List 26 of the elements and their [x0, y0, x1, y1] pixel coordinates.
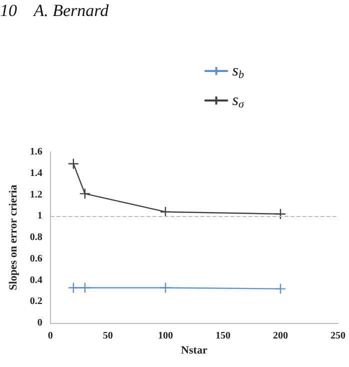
point: [79, 188, 91, 200]
y-tick-label: 1.2: [30, 189, 42, 200]
y-tick-label: 0.2: [30, 296, 42, 308]
point: [160, 206, 172, 218]
point: [68, 282, 80, 294]
x-tick-label: 250: [330, 330, 346, 342]
x-tick-label: 50: [102, 330, 113, 342]
y-tick-label: 1.4: [30, 168, 42, 179]
y-axis-title: Slopes on error crieria: [8, 184, 20, 290]
point: [79, 282, 91, 294]
text: 10 A. Bernard: [0, 1, 110, 20]
x-tick-label: 0: [48, 330, 53, 342]
y-tick-label: 0: [37, 318, 42, 328]
y-tick-label: 1.6: [30, 146, 42, 158]
x-tick-label: 200: [272, 330, 288, 342]
x-tick-label: 100: [158, 330, 173, 342]
x-axis-title: Nstar: [181, 344, 208, 356]
point: [274, 283, 286, 294]
x-tick-label: 150: [215, 330, 230, 342]
point: [274, 208, 286, 220]
point: [160, 282, 172, 294]
y-tick-label: 0.4: [30, 274, 42, 286]
y-tick-label: 0.8: [30, 232, 42, 243]
y-tick-label: 1: [37, 210, 42, 222]
y-tick-label: 0.6: [30, 253, 42, 264]
point: [68, 158, 80, 170]
